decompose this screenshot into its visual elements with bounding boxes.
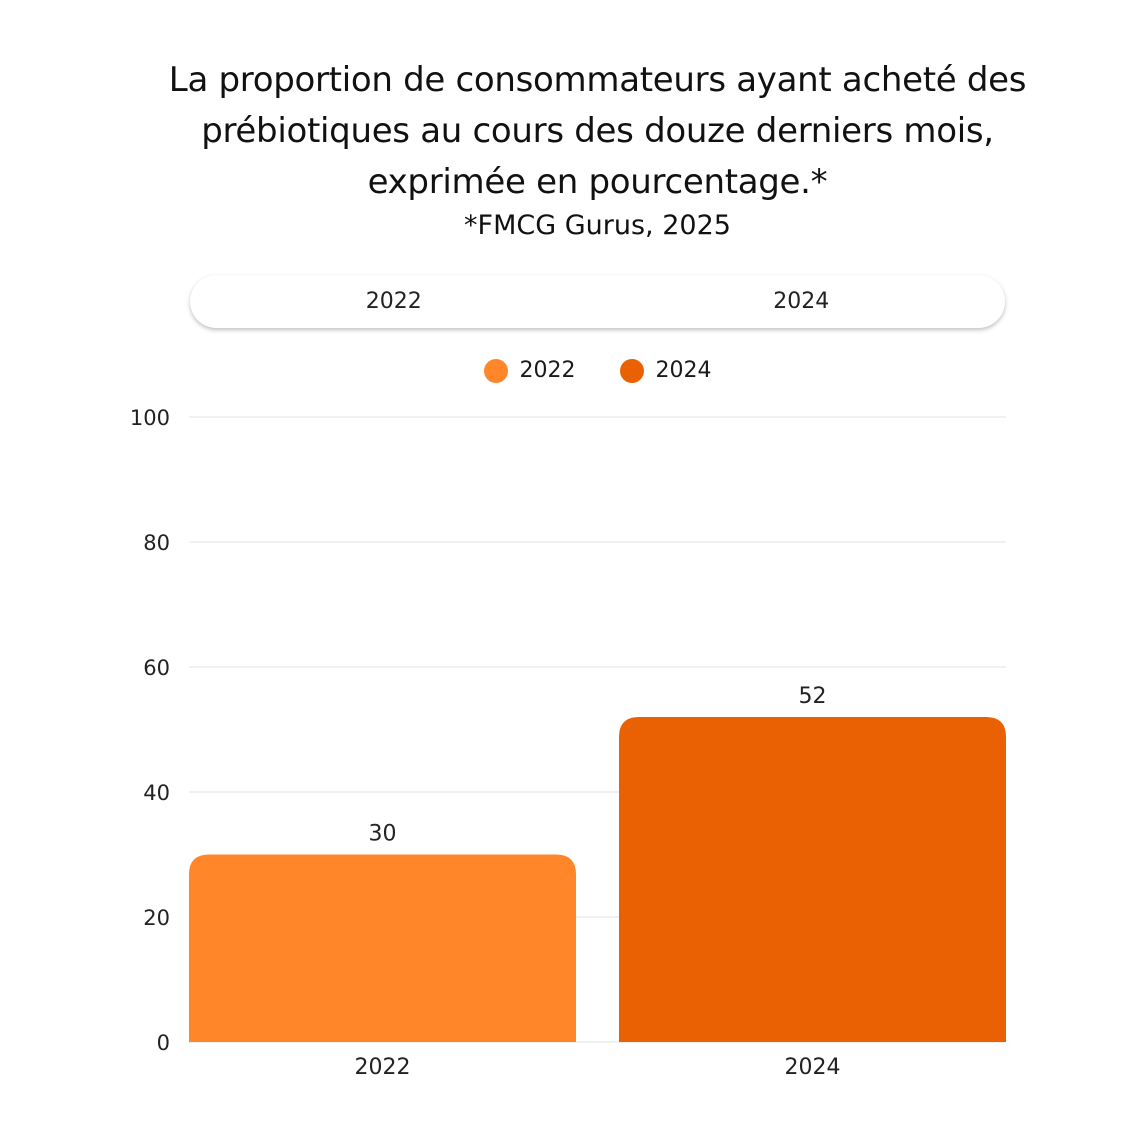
tab-2022[interactable]: 2022 <box>365 289 422 314</box>
legend-swatch <box>483 358 508 383</box>
chart-title: La proportion de consommateurs ayant ach… <box>168 60 1027 202</box>
x-tick-label: 2022 <box>355 1055 411 1080</box>
data-label: 52 <box>799 684 827 709</box>
chart-subtitle: *FMCG Gurus, 2025 <box>464 210 731 241</box>
y-tick-label: 20 <box>143 906 170 930</box>
bar-2022 <box>189 854 576 1042</box>
legend-item-2022[interactable]: 2022 <box>483 358 576 383</box>
y-tick-label: 0 <box>157 1031 170 1055</box>
y-tick-label: 80 <box>143 531 170 555</box>
y-tick-label: 60 <box>143 656 170 680</box>
year-tabs: 2022 2024 <box>190 275 1005 328</box>
data-label: 30 <box>369 822 397 847</box>
tab-2024[interactable]: 2024 <box>773 289 830 314</box>
y-tick-label: 100 <box>130 406 170 430</box>
legend-label: 2022 <box>519 358 576 383</box>
legend-label: 2024 <box>655 358 712 383</box>
y-tick-label: 40 <box>143 781 170 805</box>
legend: 2022 2024 <box>0 358 1140 383</box>
legend-item-2024[interactable]: 2024 <box>619 358 712 383</box>
legend-swatch <box>619 358 644 383</box>
bar-2024 <box>619 717 1006 1042</box>
x-tick-label: 2024 <box>785 1055 841 1080</box>
